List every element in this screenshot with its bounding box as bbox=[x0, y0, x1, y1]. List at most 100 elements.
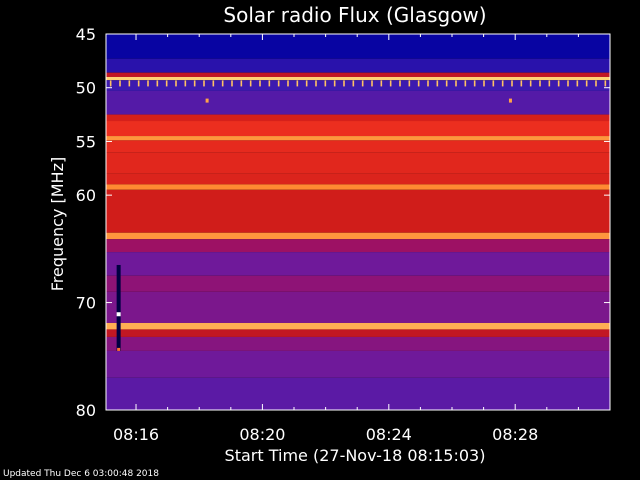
spectrum-band bbox=[106, 152, 610, 174]
interference-mark bbox=[259, 80, 261, 87]
y-axis-label: Frequency [MHz] bbox=[48, 157, 67, 291]
interference-mark bbox=[156, 80, 159, 87]
axes-frame bbox=[105, 33, 611, 411]
spectrum-band bbox=[106, 322, 610, 330]
spectrum-band bbox=[106, 90, 610, 115]
interference-mark bbox=[352, 80, 355, 87]
interference-mark bbox=[417, 80, 420, 87]
update-timestamp: Updated Thu Dec 6 03:00:48 2018 bbox=[3, 469, 159, 479]
spectrum-band bbox=[106, 140, 610, 153]
x-axis-ticks: 08:16 08:20 08:24 08:28 bbox=[113, 34, 611, 444]
spectrum-band bbox=[106, 336, 610, 351]
y-tick-label: 60 bbox=[76, 186, 96, 205]
spectrum-band bbox=[106, 136, 610, 141]
interference-mark bbox=[109, 80, 112, 87]
interference-spot bbox=[205, 98, 209, 103]
spectrum-band bbox=[106, 34, 610, 59]
y-tick-label: 55 bbox=[76, 132, 96, 151]
spectrum-band bbox=[106, 291, 610, 323]
interference-mark bbox=[464, 80, 467, 87]
interference-mark bbox=[137, 80, 140, 87]
spectrum-band bbox=[106, 72, 610, 77]
spectrum-band bbox=[106, 173, 610, 185]
interference-mark bbox=[604, 80, 607, 87]
spectrum-band bbox=[106, 76, 610, 81]
spectrum-band bbox=[106, 350, 610, 378]
interference-mark bbox=[389, 80, 392, 87]
interference-mark bbox=[529, 80, 532, 87]
interference-mark bbox=[399, 80, 401, 87]
y-tick-label: 70 bbox=[76, 294, 96, 313]
interference-mark bbox=[371, 80, 373, 87]
spectrum-band bbox=[106, 121, 610, 137]
x-tick-label: 08:24 bbox=[366, 425, 412, 444]
spectrum-band bbox=[106, 184, 610, 190]
interference-mark bbox=[585, 80, 588, 87]
spectrum-band bbox=[106, 252, 610, 276]
spectrum-band bbox=[106, 232, 610, 240]
x-tick-label: 08:16 bbox=[113, 425, 159, 444]
y-tick-label: 45 bbox=[76, 25, 96, 44]
interference-mark bbox=[548, 80, 551, 87]
y-tick-label: 50 bbox=[76, 79, 96, 98]
interference-mark bbox=[511, 80, 513, 87]
interference-mark bbox=[268, 80, 271, 87]
interference-mark bbox=[436, 80, 439, 87]
y-axis-ticks: 45 50 55 60 70 80 bbox=[76, 25, 610, 420]
interference-mark bbox=[287, 80, 289, 87]
interference-mark bbox=[445, 80, 448, 87]
interference-mark bbox=[175, 80, 177, 87]
interference-mark bbox=[567, 80, 569, 87]
interference-mark bbox=[380, 80, 383, 87]
interference-mark bbox=[408, 80, 411, 87]
plot-area bbox=[106, 34, 610, 410]
chart-title: Solar radio Flux (Glasgow) bbox=[223, 3, 486, 27]
interference-mark bbox=[557, 80, 560, 87]
interference-mark bbox=[576, 80, 579, 87]
interference-mark bbox=[595, 80, 597, 87]
interference-mark bbox=[324, 80, 327, 87]
interference-mark bbox=[147, 80, 149, 87]
interference-mark bbox=[184, 80, 187, 87]
interference-mark bbox=[305, 80, 308, 87]
spectrum-band bbox=[106, 239, 610, 253]
interference-mark bbox=[343, 80, 345, 87]
spectrum-band bbox=[106, 275, 610, 292]
interference-mark bbox=[492, 80, 495, 87]
interference-mark bbox=[203, 80, 205, 87]
interference-mark bbox=[520, 80, 523, 87]
radio-burst bbox=[116, 264, 121, 351]
interference-mark bbox=[315, 80, 317, 87]
interference-mark bbox=[221, 80, 224, 87]
x-axis-label: Start Time (27-Nov-18 08:15:03) bbox=[225, 446, 486, 465]
spectrum-band bbox=[106, 114, 610, 122]
x-tick-label: 08:28 bbox=[492, 425, 538, 444]
interference-mark bbox=[249, 80, 252, 87]
interference-mark bbox=[231, 80, 233, 87]
spectrum-band bbox=[106, 80, 610, 91]
interference-mark bbox=[212, 80, 215, 87]
interference-mark bbox=[193, 80, 196, 87]
plot-border bbox=[105, 33, 611, 411]
radio-burst-peak bbox=[116, 312, 121, 317]
interference-mark bbox=[165, 80, 168, 87]
interference-mark bbox=[361, 80, 364, 87]
spectrum-band bbox=[106, 189, 610, 233]
interference-mark bbox=[483, 80, 485, 87]
x-tick-label: 08:20 bbox=[239, 425, 285, 444]
interference-spot bbox=[508, 98, 512, 103]
spectrum-band bbox=[106, 377, 610, 410]
interference-mark bbox=[333, 80, 336, 87]
interference-mark bbox=[119, 80, 121, 87]
radio-burst-tail bbox=[117, 347, 121, 351]
spectrum-band bbox=[106, 329, 610, 337]
y-tick-label: 80 bbox=[76, 401, 96, 420]
interference-mark bbox=[128, 80, 131, 87]
interference-mark bbox=[539, 80, 541, 87]
interference-mark bbox=[240, 80, 243, 87]
interference-mark bbox=[277, 80, 280, 87]
interference-mark bbox=[473, 80, 476, 87]
interference-mark bbox=[427, 80, 429, 87]
spectrum-band bbox=[106, 58, 610, 73]
